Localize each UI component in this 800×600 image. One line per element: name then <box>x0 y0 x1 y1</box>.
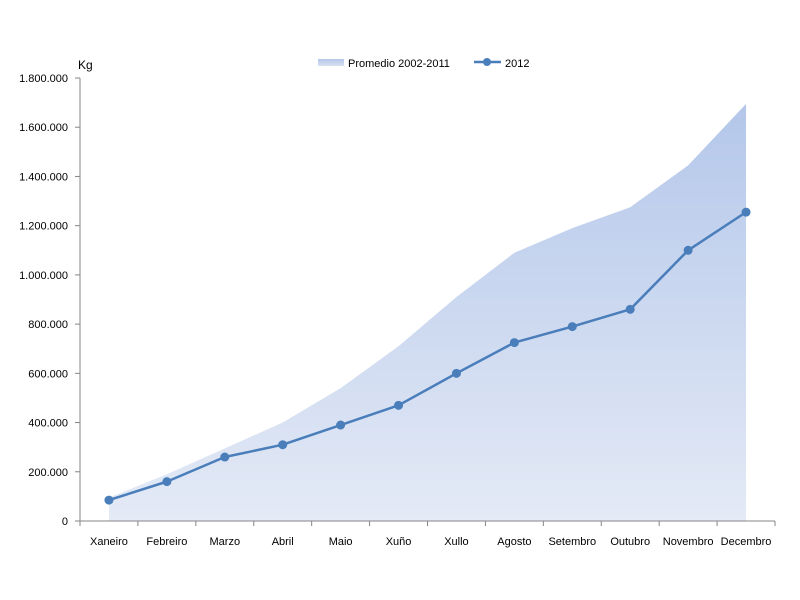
data-point-2012 <box>278 440 288 450</box>
y-tick-label: 0 <box>62 516 68 528</box>
data-point-2012 <box>104 495 114 505</box>
y-tick-label: 600.000 <box>28 368 68 380</box>
data-point-2012 <box>162 477 172 487</box>
x-tick-label: Xullo <box>444 536 468 548</box>
y-tick-label: 1.400.000 <box>19 171 68 183</box>
x-tick-label: Abril <box>272 536 294 548</box>
data-point-2012 <box>625 304 635 314</box>
y-axis-unit-label: Kg <box>78 58 93 72</box>
legend-label-2012: 2012 <box>505 58 529 70</box>
line-series-2012 <box>108 211 747 502</box>
y-tick-label: 800.000 <box>28 319 68 331</box>
y-tick-label: 1.800.000 <box>19 73 68 85</box>
legend-swatch-marker-2012 <box>483 58 491 66</box>
data-point-2012 <box>509 338 519 348</box>
x-tick-label: Outubro <box>610 536 650 548</box>
data-point-2012 <box>567 322 577 332</box>
y-tick-label: 400.000 <box>28 418 68 430</box>
x-tick-label: Decembro <box>721 536 772 548</box>
data-point-2012 <box>336 420 346 430</box>
data-point-2012 <box>741 207 751 217</box>
x-tick-label: Maio <box>329 536 353 548</box>
x-tick-label: Xaneiro <box>90 536 128 548</box>
data-point-2012 <box>220 452 230 462</box>
plot-area <box>104 103 751 521</box>
x-tick-label: Xuño <box>386 536 412 548</box>
x-tick-label: Setembro <box>548 536 596 548</box>
y-tick-label: 200.000 <box>28 467 68 479</box>
x-tick-label: Novembro <box>663 536 714 548</box>
x-tick-labels: Xaneiro Febreiro Marzo Abril Maio Xuño Xullo Ag… <box>90 536 771 548</box>
y-tick-label: 1.000.000 <box>19 270 68 282</box>
legend: Promedio 2002-2011 2012 <box>318 58 529 70</box>
y-tick-labels: 0 200.000 400.000 600.000 800.000 1.000.000 1.… <box>19 73 68 528</box>
area-series-promedio <box>108 103 747 521</box>
data-point-2012 <box>683 245 693 255</box>
data-point-2012 <box>451 368 461 378</box>
y-tick-label: 1.200.000 <box>19 221 68 233</box>
x-tick-label: Agosto <box>497 536 531 548</box>
x-tick-label: Febreiro <box>146 536 187 548</box>
legend-swatch-promedio <box>318 59 344 66</box>
axes <box>75 77 776 526</box>
x-tick-label: Marzo <box>210 536 241 548</box>
data-point-2012 <box>394 400 404 410</box>
y-tick-label: 1.600.000 <box>19 122 68 134</box>
legend-label-promedio: Promedio 2002-2011 <box>348 58 450 70</box>
